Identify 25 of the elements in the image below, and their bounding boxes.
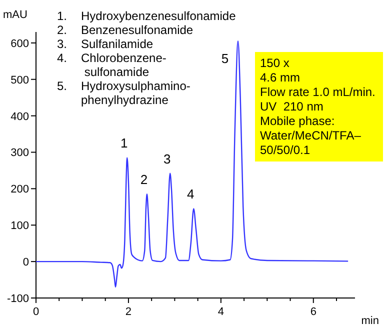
annotation: 5 (221, 51, 229, 66)
y-tick-label: 600 (10, 38, 29, 50)
y-tick-label: 200 (10, 184, 29, 196)
annotation: 3. Sulfanilamide (57, 37, 154, 51)
y-tick-label: 100 (10, 220, 29, 232)
y-tick-label: 0 (22, 256, 29, 269)
y-tick-label: 300 (10, 147, 29, 160)
annotation: 150 x 4.6 mm Flow rate 1.0 mL/min. UV 210 nm Mobile phase: Water/MeCN/TFA– 50/50/0.1 (260, 56, 376, 157)
y-tick-label: 500 (10, 74, 29, 86)
text: 1. Hydroxybenzenesulfonamide (57, 9, 236, 23)
annotation: 4. Chlorobenzene- sulfonamide (57, 51, 166, 79)
y-tick-label: -100 (6, 293, 29, 305)
x-tick-label: 0 (32, 306, 40, 318)
annotation: 2 (140, 172, 148, 188)
annotation: 3 (163, 151, 171, 166)
annotation: 1 (120, 136, 128, 151)
annotation: 2. Benzenesulfonamide (57, 23, 194, 37)
x-tick-label: 6 (310, 306, 316, 318)
y-tick-label: 400 (10, 110, 29, 123)
annotation: 4 (187, 186, 194, 202)
x-tick-label: 4 (218, 306, 224, 318)
x-tick-label: 2 (125, 306, 132, 318)
y-axis-title: mAU (3, 9, 28, 21)
x-axis-title: min (361, 315, 379, 327)
annotation: 5. Hydroxysulphamino- phenylhydrazine (57, 79, 190, 107)
